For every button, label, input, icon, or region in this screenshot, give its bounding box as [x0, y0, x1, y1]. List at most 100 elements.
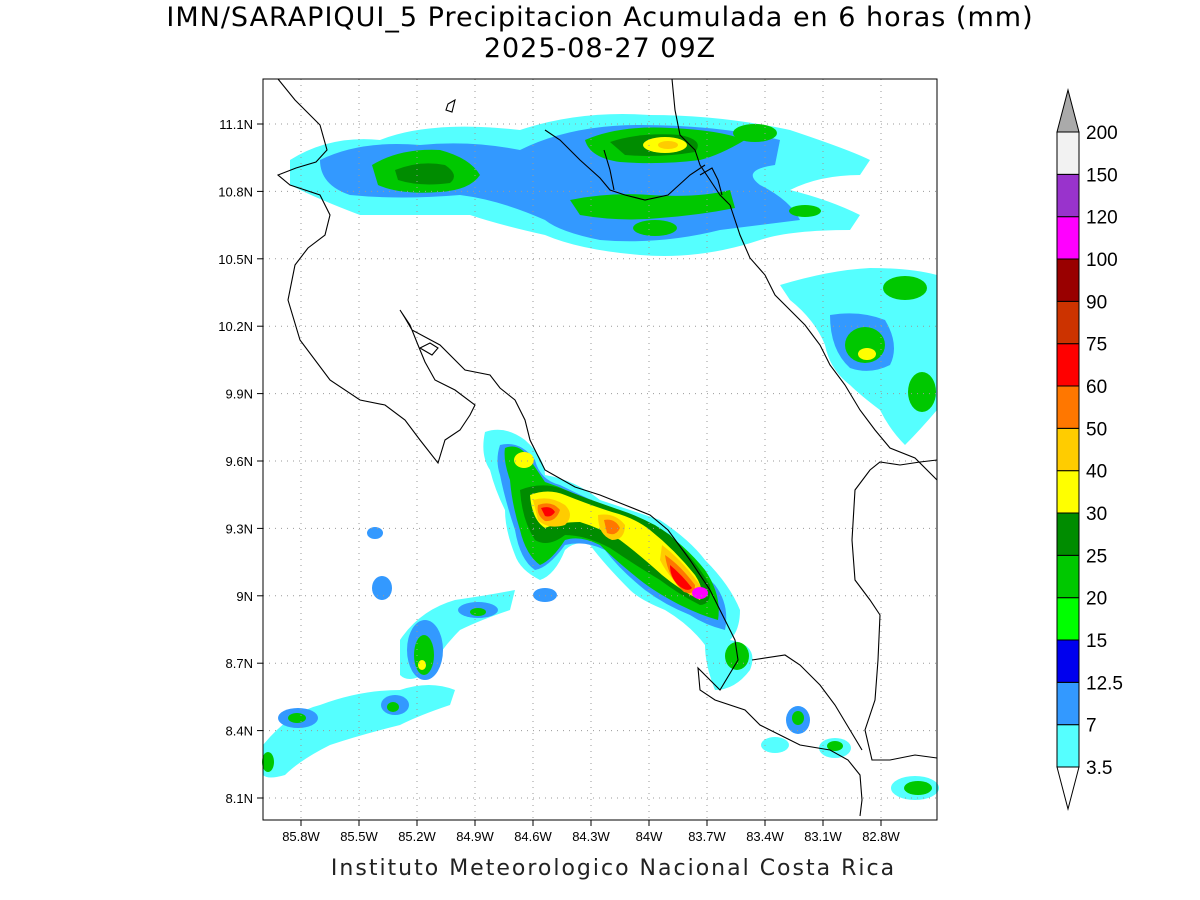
colorbar-swatch	[1056, 258, 1080, 302]
coastline-inner	[699, 167, 723, 196]
y-tick-label: 9N	[236, 589, 253, 604]
precip-north-band-darkgreen-west	[395, 163, 454, 185]
coastlines	[276, 78, 938, 817]
precip-pacific-green5	[288, 713, 306, 723]
colorbar-label: 120	[1086, 208, 1118, 229]
precip-central-yellow-north	[514, 452, 534, 468]
colorbar-swatch	[1056, 681, 1080, 726]
colorbar-label: 30	[1086, 504, 1107, 525]
colorbar-label: 200	[1086, 123, 1118, 144]
colorbar-swatch	[1056, 343, 1080, 387]
precip-small-cell-2	[533, 588, 557, 602]
lake-shore-north	[445, 98, 456, 113]
precip-caribbean-green3	[908, 372, 936, 412]
precip-north-green-blob2	[789, 205, 821, 217]
colorbar-swatch	[1056, 173, 1080, 218]
lake-nicaragua-island	[418, 342, 439, 356]
colorbar-swatch	[1056, 216, 1080, 260]
map-panel	[262, 78, 939, 821]
colorbar-label: 25	[1086, 546, 1107, 567]
y-tick-label: 8.1N	[226, 791, 253, 806]
precip-caribbean-yellow	[858, 348, 876, 360]
border-costarica-panama	[751, 654, 863, 751]
colorbar-label: 75	[1086, 335, 1107, 356]
map-title-line1: IMN/SARAPIQUI_5 Precipitacion Acumulada …	[166, 2, 1034, 33]
coastline-nicaragua-pacific	[276, 78, 863, 817]
colorbar-label: 12.5	[1086, 673, 1123, 694]
colorbar-swatch	[1056, 597, 1080, 641]
x-tick-label: 84W	[636, 829, 663, 844]
x-tick-label: 82.8W	[862, 829, 900, 844]
colorbar-swatch	[1056, 300, 1080, 345]
colorbar-label: 20	[1086, 589, 1107, 610]
colorbar-label: 50	[1086, 419, 1107, 440]
precip-se-green3	[904, 781, 932, 795]
precip-pacific-green2	[470, 608, 486, 616]
precip-north-green-blob1	[733, 124, 777, 142]
precip-se-green2	[827, 741, 843, 751]
precip-pacific-green6	[262, 752, 274, 772]
y-tick-label: 8.7N	[226, 656, 253, 671]
precip-north-orange-core	[658, 141, 678, 149]
precip-pacific-green4	[387, 702, 399, 712]
y-tick-label: 10.5N	[218, 252, 253, 267]
y-tick-label: 8.4N	[226, 724, 253, 739]
colorbar-swatch	[1056, 554, 1080, 599]
x-tick-label: 83.4W	[746, 829, 784, 844]
colorbar-lower-arrow	[1056, 766, 1080, 811]
colorbar-label: 150	[1086, 165, 1118, 186]
y-tick-label: 9.3N	[226, 521, 253, 536]
precip-central-darkred	[541, 507, 692, 590]
colorbar: 3.5 7 12.5 15 20 25 30 40 50 60 75 90 100 120 150 200	[1056, 88, 1123, 811]
border-nicaragua-costarica	[544, 129, 706, 201]
credit-footer: Instituto Meteorologico Nacional Costa R…	[330, 856, 897, 881]
colorbar-label: 7	[1086, 716, 1097, 737]
x-tick-label: 84.9W	[456, 829, 494, 844]
colorbar-swatch	[1056, 131, 1080, 175]
coastline-gulf	[603, 149, 615, 191]
precip-se-green1	[792, 711, 804, 725]
y-tick-label: 10.2N	[218, 319, 253, 334]
colorbar-label: 15	[1086, 631, 1107, 652]
x-tick-label: 83.1W	[804, 829, 842, 844]
colorbar-swatch	[1056, 470, 1080, 514]
precip-pacific-blue3	[372, 576, 392, 600]
y-tick-label: 10.8N	[218, 184, 253, 199]
y-axis-ticks: 11.1N 10.8N 10.5N 10.2N 9.9N 9.6N 9.3N 9N 8.7N 8.…	[218, 117, 263, 806]
precip-north-band-green-mid	[570, 190, 735, 220]
colorbar-swatch	[1056, 427, 1080, 472]
y-tick-label: 9.9N	[226, 387, 253, 402]
colorbar-swatch	[1056, 512, 1080, 556]
precip-se-light4	[761, 737, 789, 753]
precip-central-magenta	[692, 587, 708, 599]
precip-central-yellow	[530, 491, 702, 600]
colorbar-swatch	[1056, 639, 1080, 683]
precip-north-green-blob3	[633, 220, 677, 236]
precip-pacific-yellow1	[418, 660, 426, 670]
colorbar-upper-arrow	[1056, 88, 1080, 133]
precip-small-cell-1	[367, 527, 383, 539]
map-frame	[262, 78, 938, 821]
y-tick-label: 11.1N	[219, 117, 253, 132]
x-tick-label: 85.2W	[398, 829, 436, 844]
x-tick-label: 85.5W	[340, 829, 378, 844]
x-tick-label: 84.6W	[514, 829, 552, 844]
map-title-line2: 2025-08-27 09Z	[483, 33, 717, 64]
x-tick-label: 85.8W	[282, 829, 320, 844]
x-axis-ticks: 85.8W 85.5W 85.2W 84.9W 84.6W 84.3W 84W 83.7W 83…	[282, 820, 901, 844]
grid-lines	[263, 79, 937, 820]
colorbar-swatch	[1056, 724, 1080, 768]
coastline-caribbean	[671, 78, 938, 481]
x-tick-label: 83.7W	[688, 829, 726, 844]
precip-caribbean-green1	[883, 276, 927, 300]
colorbar-swatch	[1056, 385, 1080, 429]
colorbar-label: 90	[1086, 292, 1107, 313]
colorbar-label: 60	[1086, 377, 1107, 398]
colorbar-label: 3.5	[1086, 758, 1112, 779]
precip-field	[262, 114, 939, 800]
coastline-panama	[851, 459, 938, 761]
colorbar-label: 40	[1086, 462, 1107, 483]
y-tick-label: 9.6N	[226, 454, 253, 469]
colorbar-label: 100	[1086, 250, 1118, 271]
